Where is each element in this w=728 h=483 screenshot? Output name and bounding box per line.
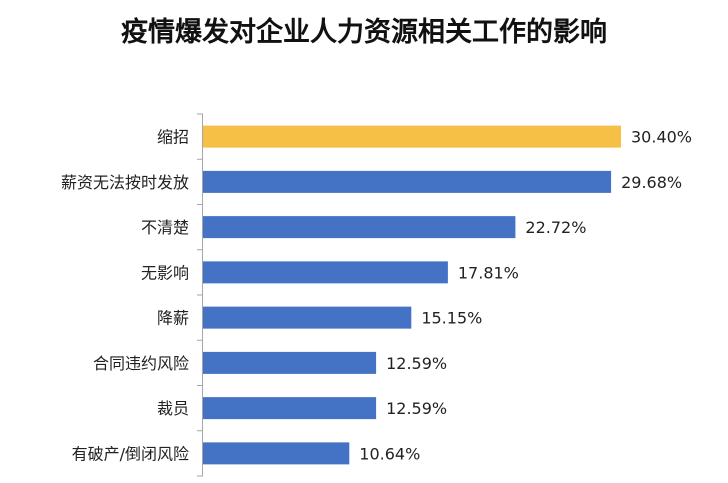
bar <box>203 306 412 329</box>
data-label: 12.59% <box>386 354 447 373</box>
data-label: 22.72% <box>525 218 586 237</box>
category-label: 缩招 <box>157 128 189 147</box>
data-label: 29.68% <box>621 173 682 192</box>
data-label: 10.64% <box>359 444 420 463</box>
category-label: 降薪 <box>157 309 189 328</box>
category-label: 裁员 <box>157 399 189 418</box>
data-label: 30.40% <box>631 128 692 147</box>
chart-title: 疫情爆发对企业人力资源相关工作的影响 <box>121 16 607 48</box>
bar <box>203 442 350 465</box>
bar <box>203 261 448 284</box>
category-label: 合同违约风险 <box>93 354 189 373</box>
data-label: 12.59% <box>386 399 447 418</box>
category-label: 薪资无法按时发放 <box>61 173 189 192</box>
bar <box>203 125 621 148</box>
bar <box>203 351 377 374</box>
bar <box>203 397 377 420</box>
category-label: 有破产/倒闭风险 <box>72 444 189 463</box>
data-label: 15.15% <box>421 309 482 328</box>
category-label: 无影响 <box>141 263 189 282</box>
bar <box>203 170 612 193</box>
category-label: 不清楚 <box>141 218 189 237</box>
bar <box>203 216 516 239</box>
data-label: 17.81% <box>458 263 519 282</box>
